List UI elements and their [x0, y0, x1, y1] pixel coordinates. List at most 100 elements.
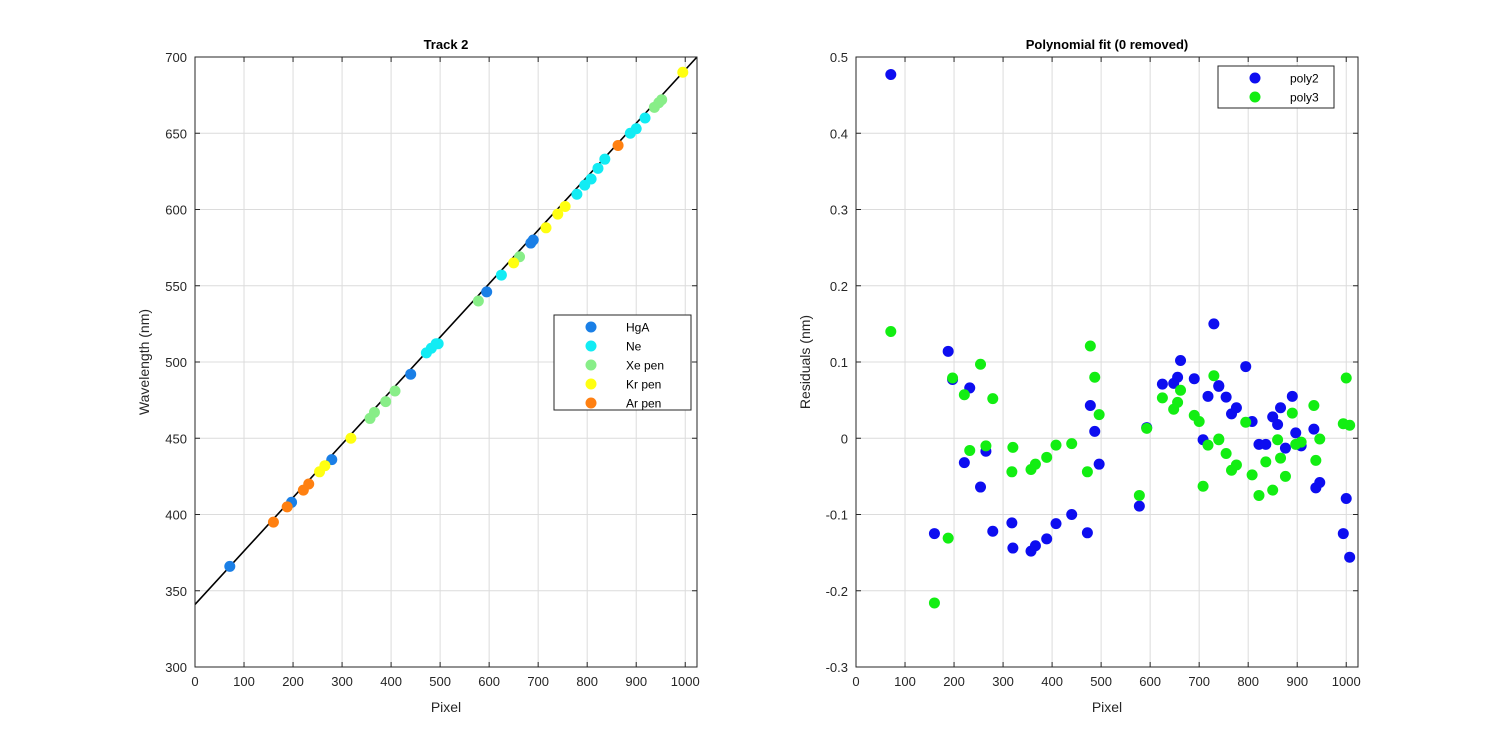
legend: HgA Ne Xe pen Kr pen Ar pen	[553, 314, 692, 411]
point-poly3	[980, 440, 992, 452]
point-xe-pen	[380, 396, 392, 408]
point-poly3	[975, 358, 987, 370]
point-poly3	[1084, 340, 1096, 352]
point-ne	[432, 338, 444, 350]
legend-label: HgA	[626, 321, 649, 335]
point-poly3	[1253, 489, 1265, 501]
point-poly2	[1066, 509, 1078, 520]
point-poly2	[1230, 402, 1242, 414]
x-tick-label: 400	[1041, 674, 1063, 689]
point-kr-pen	[559, 200, 571, 212]
legend-marker	[585, 340, 597, 352]
point-poly3	[1050, 439, 1062, 451]
y-tick-label: 300	[165, 660, 187, 675]
legend-box	[553, 314, 692, 411]
x-tick-label: 400	[380, 674, 402, 689]
point-kr-pen	[345, 432, 357, 444]
point-poly3	[1156, 392, 1168, 404]
x-tick-label: 900	[625, 674, 647, 689]
point-poly3	[1314, 433, 1326, 445]
y-tick-label: 600	[165, 203, 187, 218]
point-poly2	[1337, 528, 1349, 540]
point-poly3	[942, 532, 954, 544]
x-tick-label: 200	[282, 674, 304, 689]
point-hga	[405, 368, 417, 380]
point-poly3	[964, 444, 976, 456]
point-poly2	[975, 481, 987, 493]
point-poly2	[1041, 533, 1053, 545]
legend-label: Kr pen	[626, 378, 661, 392]
x-axis-label: Pixel	[431, 699, 461, 715]
y-tick-label: 0.2	[830, 279, 848, 294]
point-ne	[592, 162, 604, 174]
point-kr-pen	[508, 257, 520, 269]
point-poly3	[1272, 434, 1284, 446]
y-tick-label: -0.2	[826, 584, 848, 599]
x-tick-label: 500	[1090, 674, 1112, 689]
legend: poly2 poly3	[1217, 65, 1335, 109]
point-ar-pen	[281, 501, 293, 513]
x-tick-label: 500	[429, 674, 451, 689]
fit-line	[195, 57, 697, 606]
point-poly3	[1089, 371, 1101, 383]
point-poly3	[1310, 454, 1322, 466]
point-poly3	[1279, 470, 1291, 482]
legend-label: Ne	[626, 340, 642, 354]
point-poly3	[1193, 415, 1205, 427]
point-poly2	[1208, 318, 1220, 330]
point-poly3	[1260, 456, 1272, 468]
point-poly3	[947, 372, 959, 384]
x-tick-label: 1000	[1332, 674, 1361, 689]
legend-marker	[1249, 91, 1261, 103]
point-poly2	[1156, 378, 1168, 390]
point-poly2	[1089, 425, 1101, 437]
legend-label: Ar pen	[626, 397, 661, 411]
point-poly2	[1275, 402, 1287, 414]
point-poly2	[1220, 391, 1232, 403]
y-tick-label: 450	[165, 431, 187, 446]
axes-box	[194, 56, 698, 668]
point-poly3	[1197, 480, 1209, 492]
x-axis-label: Pixel	[1092, 699, 1122, 715]
point-poly3	[1213, 433, 1225, 445]
legend-label: poly3	[1290, 91, 1319, 105]
point-poly2	[987, 525, 999, 537]
plot-area	[195, 57, 697, 606]
point-poly3	[1344, 419, 1356, 431]
point-poly2	[1314, 476, 1326, 488]
point-poly2	[1006, 517, 1018, 529]
point-poly3	[1240, 416, 1252, 428]
point-kr-pen	[552, 208, 564, 220]
point-poly2	[1188, 373, 1200, 385]
point-poly2	[885, 69, 897, 81]
point-poly3	[885, 326, 897, 337]
point-poly3	[928, 597, 940, 609]
point-ar-pen	[303, 478, 315, 490]
x-tick-label: 600	[1139, 674, 1161, 689]
point-poly3	[1041, 451, 1053, 463]
y-tick-label: 400	[165, 508, 187, 523]
point-poly3	[987, 393, 999, 405]
point-ne	[495, 269, 507, 281]
point-poly3	[1081, 466, 1093, 478]
point-poly2	[1093, 458, 1105, 470]
point-poly3	[1029, 458, 1041, 470]
x-tick-label: 300	[331, 674, 353, 689]
point-poly3	[1246, 469, 1258, 481]
legend-marker	[585, 378, 597, 390]
point-poly3	[1133, 489, 1145, 501]
y-tick-label: -0.1	[826, 508, 848, 523]
point-ne	[630, 123, 642, 135]
y-tick-label: 0.5	[830, 50, 848, 65]
y-tick-label: 0.4	[830, 126, 848, 141]
point-poly3	[1202, 439, 1214, 451]
x-tick-label: 100	[233, 674, 255, 689]
point-poly3	[1275, 452, 1287, 464]
point-poly2	[1279, 442, 1291, 454]
point-hga	[224, 560, 236, 572]
point-poly3	[1340, 372, 1352, 384]
legend-marker	[585, 359, 597, 371]
y-tick-label: 500	[165, 355, 187, 370]
point-poly2	[928, 528, 940, 540]
x-tick-label: 600	[478, 674, 500, 689]
